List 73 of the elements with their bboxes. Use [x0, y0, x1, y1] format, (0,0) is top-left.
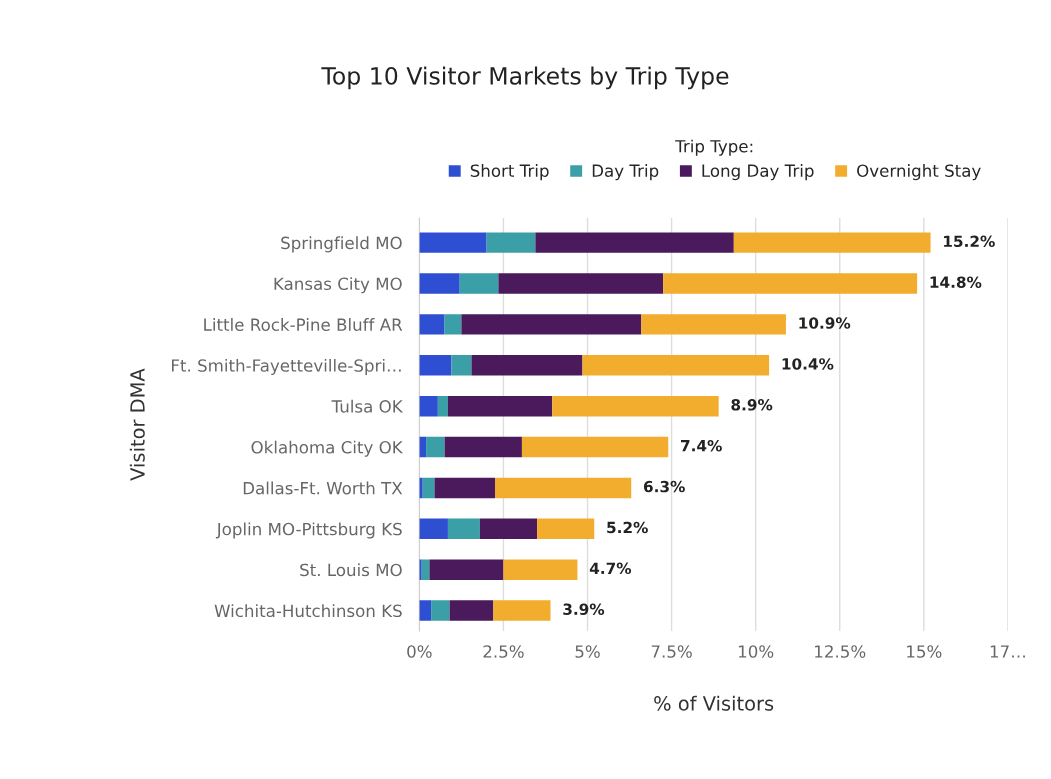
bar — [419, 355, 452, 376]
bar — [535, 232, 734, 253]
legend-label: Short Trip — [470, 164, 549, 181]
x-tick-label: 12.5% — [815, 645, 866, 658]
bar — [479, 518, 538, 540]
total-label: 14.8% — [930, 276, 982, 288]
x-tick-label: 2.5% — [483, 645, 524, 658]
bar — [641, 314, 786, 335]
bar — [422, 477, 435, 499]
x-axis-title: % of Visitors — [654, 695, 774, 711]
bar — [447, 518, 480, 540]
bar — [733, 232, 931, 253]
total-label: 10.9% — [799, 317, 851, 329]
bar — [429, 559, 504, 580]
bar — [431, 600, 450, 621]
y-tick-label: Dallas-Ft. Worth TX — [243, 481, 403, 495]
legend-label: Overnight Stay — [857, 164, 981, 181]
total-label: 7.4% — [681, 439, 722, 452]
bar — [449, 600, 494, 621]
legend-title: Trip Type: — [675, 139, 753, 156]
bar — [447, 395, 553, 417]
bar — [503, 559, 578, 580]
legend-label: Day Trip — [592, 164, 659, 181]
chart-title: Top 10 Visitor Markets by Trip Type — [321, 66, 729, 90]
y-tick-label: Joplin MO-Pittsburg KS — [215, 522, 402, 539]
legend-label: Long Day Trip — [702, 164, 814, 181]
bar — [537, 518, 595, 540]
bar — [437, 395, 448, 417]
bar — [495, 477, 632, 499]
bar — [486, 232, 536, 253]
bar — [419, 314, 445, 335]
bar — [498, 273, 664, 294]
y-axis-title: Visitor DMA — [129, 368, 145, 481]
y-tick-label: Ft. Smith-Fayetteville-Spri… — [171, 358, 401, 376]
bar — [552, 395, 719, 417]
bar — [419, 273, 460, 294]
bar — [419, 600, 432, 621]
bar — [582, 355, 770, 376]
total-label: 15.2% — [944, 235, 995, 248]
bar — [421, 559, 430, 580]
bar — [419, 232, 487, 253]
bar — [419, 395, 438, 417]
bar — [663, 273, 918, 294]
y-tick-label: Kansas City MO — [274, 277, 402, 294]
bar — [444, 314, 462, 335]
bar — [493, 600, 551, 621]
total-label: 6.3% — [643, 480, 685, 493]
total-label: 3.9% — [563, 603, 605, 615]
bar — [451, 355, 472, 376]
y-tick-label: Oklahoma City OK — [251, 440, 404, 457]
bar — [459, 273, 499, 294]
y-tick-label: St. Louis MO — [300, 563, 402, 577]
total-label: 10.4% — [782, 358, 834, 370]
x-tick-label: 10% — [738, 645, 774, 658]
total-label: 4.7% — [589, 562, 632, 575]
x-tick-label: 7.5% — [651, 645, 692, 658]
total-label: 8.9% — [731, 399, 773, 411]
bar — [471, 355, 583, 376]
x-tick-label: 17… — [990, 645, 1025, 658]
bar — [444, 436, 522, 458]
x-tick-label: 15% — [907, 645, 942, 658]
bar — [461, 314, 642, 335]
y-tick-label: Tulsa OK — [331, 399, 404, 413]
bar — [521, 436, 669, 458]
x-tick-label: 5% — [575, 645, 600, 658]
bar — [434, 477, 496, 499]
bar — [426, 436, 445, 458]
x-tick-label: 0% — [407, 645, 432, 658]
bar — [419, 518, 448, 540]
y-tick-label: Springfield MO — [281, 236, 402, 253]
total-label: 5.2% — [607, 521, 648, 534]
y-tick-label: Little Rock-Pine Bluff AR — [204, 318, 403, 331]
y-tick-label: Wichita-Hutchinson KS — [214, 604, 402, 618]
